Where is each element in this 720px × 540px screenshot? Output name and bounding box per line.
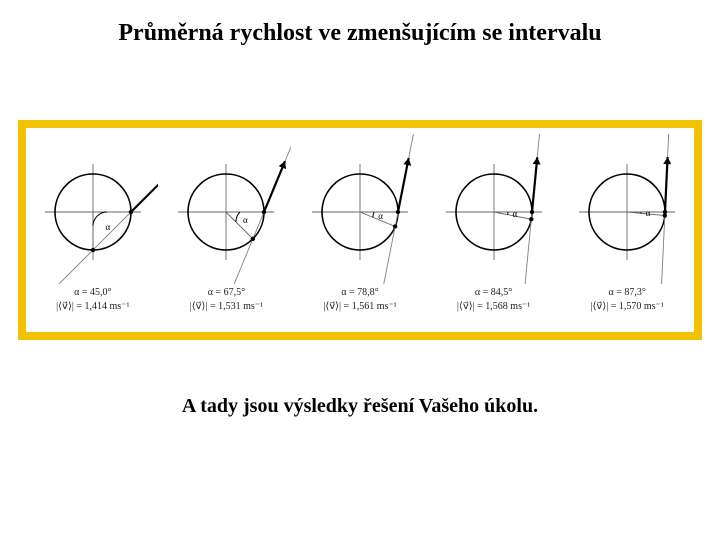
alpha-label-icon: α bbox=[646, 208, 651, 218]
alpha-value: α = 84,5° bbox=[457, 286, 530, 300]
circle-diagram: α bbox=[28, 134, 158, 284]
diagram-panel: α α = 84,5° |⟨v⃗⟩| = 1,568 ms⁻¹ bbox=[427, 128, 561, 332]
radius-to-q bbox=[226, 212, 253, 239]
panel-caption: α = 78,8° |⟨v⃗⟩| = 1,561 ms⁻¹ bbox=[323, 286, 396, 313]
circle-diagram: α bbox=[161, 134, 291, 284]
point-q bbox=[91, 248, 95, 252]
velocity-arrowhead-icon bbox=[403, 158, 411, 166]
point-q bbox=[393, 224, 397, 228]
point-p bbox=[262, 210, 266, 214]
secant-line bbox=[380, 134, 414, 284]
point-p bbox=[529, 210, 533, 214]
point-p bbox=[396, 210, 400, 214]
diagram-panel: α α = 78,8° |⟨v⃗⟩| = 1,561 ms⁻¹ bbox=[293, 128, 427, 332]
point-q bbox=[529, 217, 533, 221]
speed-value: |⟨v⃗⟩| = 1,570 ms⁻¹ bbox=[591, 300, 664, 314]
alpha-label-icon: α bbox=[105, 222, 110, 232]
panel-caption: α = 67,5° |⟨v⃗⟩| = 1,531 ms⁻¹ bbox=[190, 286, 263, 313]
secant-line bbox=[223, 138, 292, 284]
velocity-arrowhead-icon bbox=[663, 157, 671, 164]
angle-arc bbox=[236, 212, 240, 222]
panel-row: α α = 45,0° |⟨v⃗⟩| = 1,414 ms⁻¹ α α = 67… bbox=[26, 128, 694, 332]
velocity-arrow bbox=[665, 157, 668, 212]
velocity-arrow bbox=[398, 158, 409, 212]
diagram-panel: α α = 67,5° |⟨v⃗⟩| = 1,531 ms⁻¹ bbox=[160, 128, 294, 332]
velocity-arrowhead-icon bbox=[532, 157, 540, 164]
alpha-label-icon: α bbox=[512, 209, 517, 219]
panel-caption: α = 84,5° |⟨v⃗⟩| = 1,568 ms⁻¹ bbox=[457, 286, 530, 313]
alpha-label-icon: α bbox=[243, 215, 248, 225]
point-p bbox=[129, 210, 133, 214]
diagram-frame: α α = 45,0° |⟨v⃗⟩| = 1,414 ms⁻¹ α α = 67… bbox=[18, 120, 702, 340]
alpha-label-icon: α bbox=[378, 211, 383, 221]
angle-arc bbox=[373, 212, 374, 217]
speed-value: |⟨v⃗⟩| = 1,561 ms⁻¹ bbox=[323, 300, 396, 314]
speed-value: |⟨v⃗⟩| = 1,568 ms⁻¹ bbox=[457, 300, 530, 314]
diagram-panel: α α = 87,3° |⟨v⃗⟩| = 1,570 ms⁻¹ bbox=[560, 128, 694, 332]
alpha-value: α = 87,3° bbox=[591, 286, 664, 300]
alpha-value: α = 78,8° bbox=[323, 286, 396, 300]
point-q bbox=[251, 237, 255, 241]
speed-value: |⟨v⃗⟩| = 1,531 ms⁻¹ bbox=[190, 300, 263, 314]
alpha-value: α = 67,5° bbox=[190, 286, 263, 300]
circle-diagram: α bbox=[295, 134, 425, 284]
page-title: Průměrná rychlost ve zmenšujícím se inte… bbox=[0, 20, 720, 47]
speed-value: |⟨v⃗⟩| = 1,414 ms⁻¹ bbox=[56, 300, 129, 314]
point-q bbox=[663, 213, 667, 217]
velocity-arrow bbox=[264, 161, 285, 212]
circle-diagram: α bbox=[562, 134, 692, 284]
panel-caption: α = 45,0° |⟨v⃗⟩| = 1,414 ms⁻¹ bbox=[56, 286, 129, 313]
diagram-panel: α α = 45,0° |⟨v⃗⟩| = 1,414 ms⁻¹ bbox=[26, 128, 160, 332]
panel-caption: α = 87,3° |⟨v⃗⟩| = 1,570 ms⁻¹ bbox=[591, 286, 664, 313]
velocity-arrow bbox=[131, 173, 158, 212]
velocity-arrow bbox=[532, 157, 537, 212]
circle-diagram: α bbox=[429, 134, 559, 284]
alpha-value: α = 45,0° bbox=[56, 286, 129, 300]
footer-text: A tady jsou výsledky řešení Vašeho úkolu… bbox=[0, 395, 720, 418]
